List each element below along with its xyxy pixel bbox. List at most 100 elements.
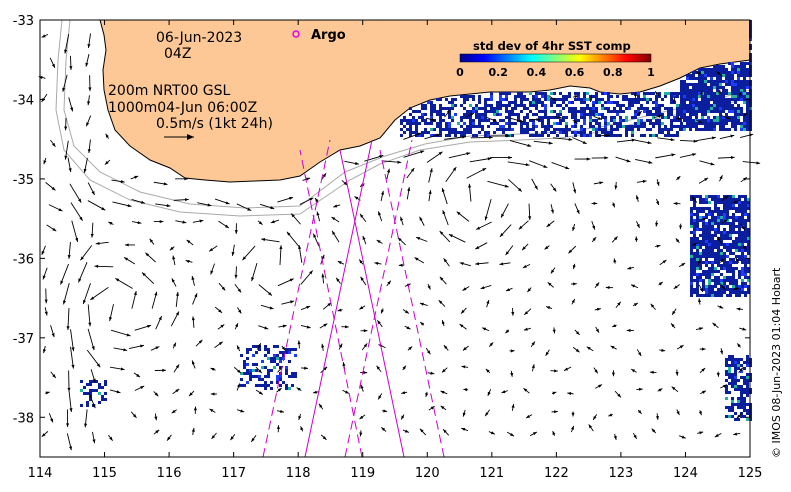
sst-pixel	[511, 122, 514, 125]
sst-pixel	[704, 80, 707, 83]
sst-pixel	[523, 128, 526, 131]
sst-pixel	[717, 252, 720, 255]
sst-pixel	[744, 237, 747, 240]
sst-pixel	[261, 378, 264, 381]
sst-pixel	[686, 95, 689, 98]
sst-pixel	[732, 282, 735, 285]
sst-pixel	[661, 98, 664, 101]
sst-pixel	[710, 80, 713, 83]
current-vector-head	[306, 306, 311, 309]
sst-pixel	[722, 80, 725, 83]
current-vector-head	[723, 219, 728, 223]
sst-pixel	[658, 125, 661, 128]
sst-pixel	[710, 98, 713, 101]
sst-pixel	[625, 134, 628, 137]
sst-pixel	[448, 125, 451, 128]
sst-pixel	[652, 125, 655, 128]
sst-pixel	[728, 376, 731, 379]
sst-pixel	[740, 125, 743, 128]
sst-pixel	[714, 276, 717, 279]
sst-pixel	[747, 270, 750, 273]
sst-pixel	[699, 240, 702, 243]
current-vector-head	[429, 168, 433, 173]
sst-pixel	[737, 110, 740, 113]
sst-pixel	[707, 74, 710, 77]
sst-pixel	[637, 119, 640, 122]
sst-pixel	[487, 98, 490, 101]
current-vector-head	[87, 149, 91, 153]
sst-pixel	[699, 210, 702, 213]
sst-pixel	[729, 288, 732, 291]
sst-pixel	[649, 128, 652, 131]
sst-pixel	[610, 128, 613, 131]
sst-pixel	[728, 80, 731, 83]
current-vector-head	[238, 309, 242, 314]
current-vector-head	[671, 153, 676, 157]
sst-pixel	[104, 392, 107, 395]
sst-pixel	[631, 128, 634, 131]
sst-pixel	[741, 234, 744, 237]
sst-pixel	[448, 122, 451, 125]
sst-pixel	[622, 95, 625, 98]
current-vector-head	[439, 276, 444, 281]
sst-pixel	[743, 119, 746, 122]
current-vector-head	[441, 320, 445, 325]
sst-pixel	[541, 131, 544, 134]
sst-pixel	[743, 391, 746, 394]
sst-pixel	[704, 86, 707, 89]
sst-pixel	[436, 122, 439, 125]
sst-pixel	[406, 122, 409, 125]
sst-pixel	[276, 354, 279, 357]
current-vector-head	[234, 274, 238, 279]
sst-pixel	[707, 95, 710, 98]
current-vector-head	[638, 111, 642, 115]
sst-pixel	[415, 122, 418, 125]
track-dashed-2	[344, 139, 413, 458]
sst-pixel	[598, 98, 601, 101]
current-vector-head	[655, 91, 659, 96]
sst-pixel	[705, 249, 708, 252]
current-vector-head	[221, 286, 226, 291]
sst-pixel	[744, 291, 747, 294]
sst-pixel	[732, 219, 735, 222]
sst-pixel	[616, 113, 619, 116]
sst-pixel	[707, 89, 710, 92]
current-vector-head	[554, 369, 558, 373]
sst-pixel	[613, 134, 616, 137]
current-vector-head	[589, 98, 593, 102]
sst-pixel	[535, 131, 538, 134]
sst-pixel	[616, 122, 619, 125]
sst-pixel	[693, 264, 696, 267]
sst-pixel	[741, 213, 744, 216]
sst-pixel	[725, 391, 728, 394]
sst-pixel	[744, 240, 747, 243]
current-vector-head	[362, 235, 366, 240]
sst-pixel	[734, 71, 737, 74]
sst-pixel	[680, 89, 683, 92]
sst-pixel	[625, 116, 628, 119]
sst-pixel	[252, 369, 255, 372]
sst-pixel	[442, 128, 445, 131]
sst-pixel	[415, 119, 418, 122]
sst-pixel	[726, 270, 729, 273]
current-vector-head	[470, 113, 475, 117]
sst-pixel	[288, 351, 291, 354]
sst-pixel	[731, 89, 734, 92]
sst-pixel	[493, 113, 496, 116]
sst-pixel	[720, 288, 723, 291]
sst-pixel	[704, 74, 707, 77]
sst-pixel	[723, 282, 726, 285]
sst-pixel	[683, 98, 686, 101]
current-vector-head	[416, 237, 421, 241]
current-vector-head	[699, 431, 704, 435]
sst-pixel	[451, 116, 454, 119]
sst-pixel	[725, 358, 728, 361]
current-vector-head	[438, 151, 443, 156]
sst-pixel	[746, 119, 749, 122]
current-vector-head	[343, 181, 348, 186]
sst-pixel	[550, 92, 553, 95]
sst-pixel	[565, 128, 568, 131]
sst-pixel	[264, 354, 267, 357]
sst-pixel	[734, 107, 737, 110]
sst-pixel	[746, 95, 749, 98]
